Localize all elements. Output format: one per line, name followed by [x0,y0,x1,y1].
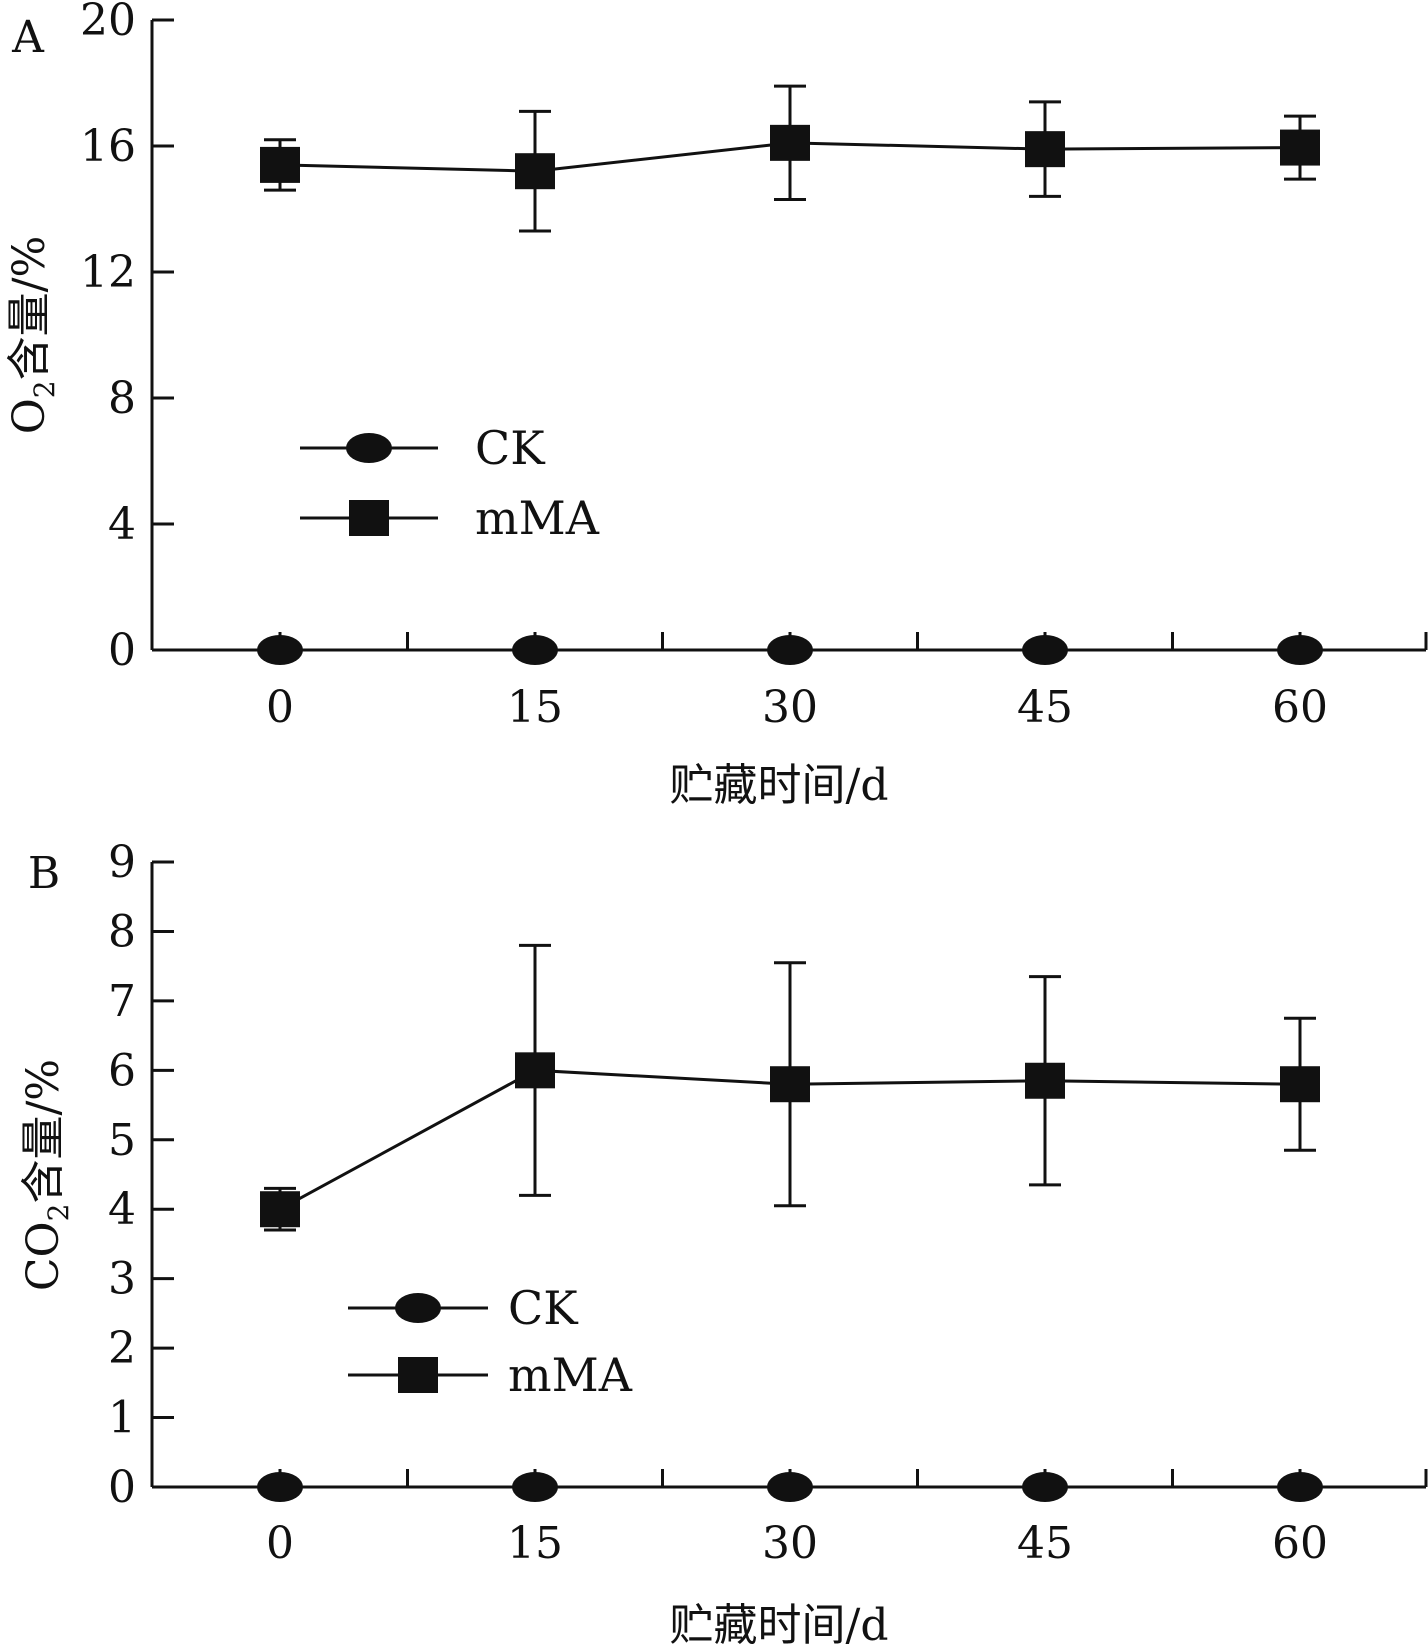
data-point-mMA [1280,129,1320,166]
y-axis-label-main: CO [18,1221,69,1291]
y-tick-label: 9 [108,837,136,888]
y-axis-label-main: O [4,398,55,434]
y-tick-label: 12 [80,247,136,298]
y-tick-label: 3 [108,1254,136,1305]
y-tick-label: 6 [108,1045,136,1096]
x-axis-label: 贮藏时间/d [670,1600,889,1651]
x-tick-label: 0 [266,682,294,733]
y-axis-label-rest: 含量/% [18,1059,69,1204]
x-tick-label: 30 [762,1518,818,1569]
y-tick-label: 1 [108,1393,136,1444]
x-tick-label: 15 [507,682,563,733]
legend-label-mMA: mMA [475,491,600,545]
y-tick-label: 0 [108,1462,136,1513]
y-axis-label: CO2含量/% [18,1059,75,1291]
legend-label-CK: CK [475,421,546,475]
x-tick-label: 45 [1017,682,1073,733]
data-point-CK [257,635,303,665]
y-tick-label: 8 [108,906,136,957]
y-tick-label: 4 [108,499,136,550]
data-point-CK [1277,635,1323,665]
data-point-CK [767,1472,813,1502]
x-tick-label: 15 [507,1518,563,1569]
data-point-CK [1022,635,1068,665]
x-tick-label: 45 [1017,1518,1073,1569]
data-point-mMA [515,1052,555,1089]
y-tick-label: 0 [108,625,136,676]
legend-marker-mMA [349,500,389,536]
y-axis-label: O2含量/% [4,236,61,435]
x-tick-label: 60 [1272,1518,1328,1569]
y-tick-label: 2 [108,1323,136,1374]
x-tick-label: 30 [762,682,818,733]
legend-marker-CK [346,433,392,463]
data-point-mMA [515,153,555,190]
data-point-mMA [260,1191,300,1228]
y-tick-label: 16 [80,121,136,172]
legend-label-CK: CK [508,1281,579,1335]
x-tick-label: 0 [266,1518,294,1569]
data-point-CK [512,635,558,665]
y-tick-label: 8 [108,373,136,424]
data-point-mMA [770,1066,810,1103]
data-point-CK [767,635,813,665]
y-tick-label: 4 [108,1184,136,1235]
data-point-mMA [770,124,810,161]
data-point-mMA [1025,1062,1065,1099]
data-point-mMA [260,146,300,183]
y-tick-label: 5 [108,1115,136,1166]
panel-label: A [11,12,45,63]
x-tick-label: 60 [1272,682,1328,733]
y-axis-label-rest: 含量/% [4,236,55,381]
panel-label: B [28,848,60,899]
data-point-CK [1022,1472,1068,1502]
y-tick-label: 7 [108,976,136,1027]
y-tick-label: 20 [80,0,136,46]
data-point-mMA [1280,1066,1320,1103]
legend-marker-CK [395,1293,441,1323]
data-point-mMA [1025,131,1065,168]
legend-label-mMA: mMA [508,1348,633,1402]
y-axis-label-subscript: 2 [42,1204,75,1222]
legend-marker-mMA [398,1357,438,1393]
data-point-CK [512,1472,558,1502]
y-axis-label-subscript: 2 [28,380,61,398]
data-point-CK [1277,1472,1323,1502]
x-axis-label: 贮藏时间/d [670,760,889,811]
data-point-CK [257,1472,303,1502]
